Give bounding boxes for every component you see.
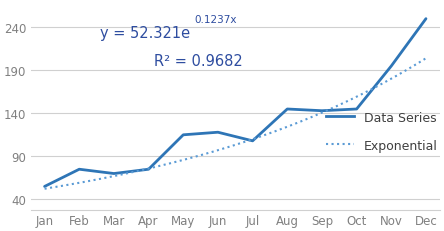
Line: Exponential: Exponential — [44, 59, 426, 189]
Exponential — [42, 188, 47, 190]
Data Series — [146, 168, 151, 171]
Data Series — [388, 65, 394, 68]
Line: Data Series: Data Series — [44, 20, 426, 187]
Exponential — [423, 58, 428, 60]
Data Series — [76, 168, 82, 171]
Exponential — [268, 132, 273, 135]
Data Series — [423, 18, 428, 21]
Text: R² = 0.9682: R² = 0.9682 — [154, 54, 243, 69]
Data Series — [319, 110, 325, 113]
Data Series — [181, 134, 186, 137]
Data Series — [111, 172, 117, 175]
Exponential — [363, 91, 369, 94]
Exponential — [269, 132, 274, 134]
Exponential — [43, 187, 48, 190]
Exponential — [275, 129, 281, 132]
Data Series — [42, 185, 47, 188]
Legend: Data Series, Exponential: Data Series, Exponential — [326, 111, 438, 152]
Text: y = 52.321e: y = 52.321e — [100, 25, 190, 40]
Data Series — [285, 108, 290, 111]
Exponential — [388, 79, 393, 81]
Data Series — [215, 131, 221, 134]
Text: 0.1237x: 0.1237x — [194, 15, 237, 24]
Data Series — [354, 108, 359, 111]
Data Series — [250, 140, 255, 143]
